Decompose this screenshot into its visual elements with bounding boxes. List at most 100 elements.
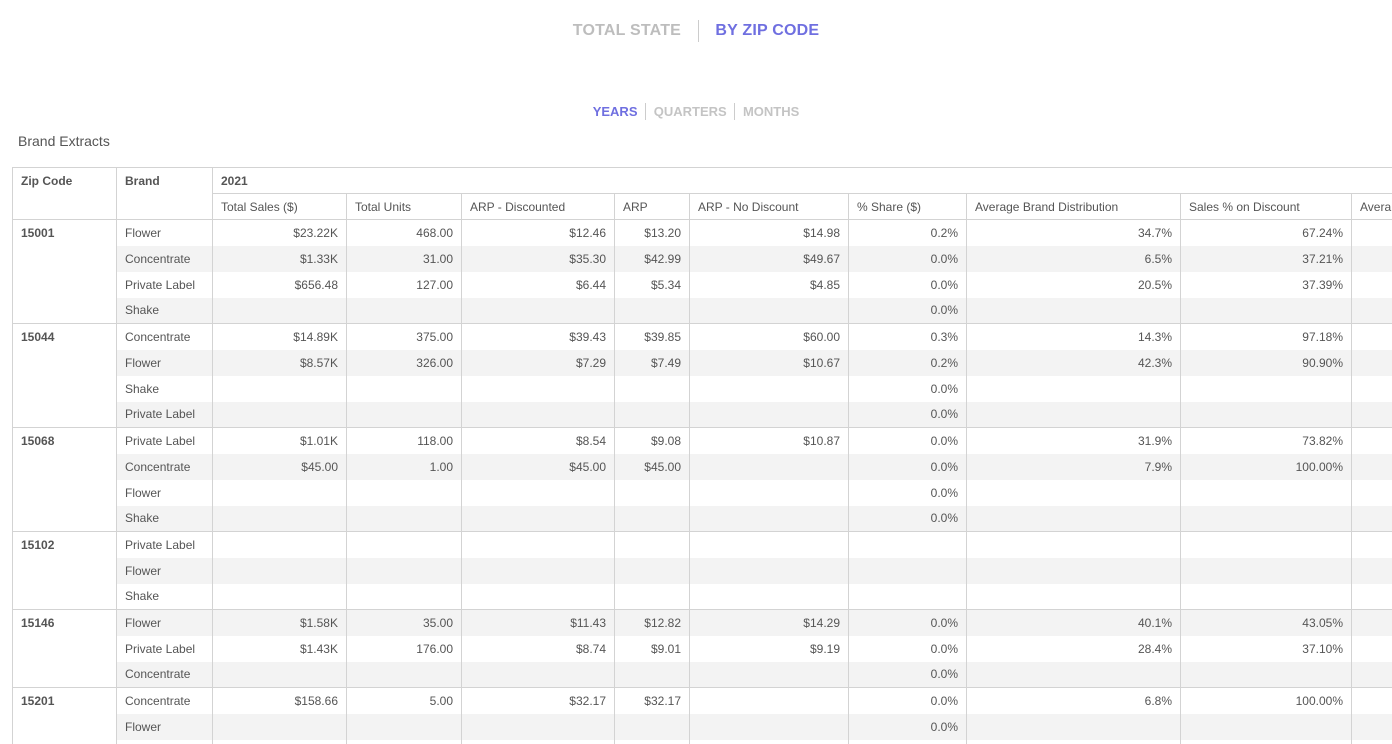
table-row[interactable]: Flower 0.0% <box>13 479 1392 506</box>
value-cell <box>689 687 849 714</box>
years-tab[interactable]: YEARS <box>592 104 638 120</box>
value-cell: 118.00 <box>346 427 462 454</box>
by-zip-code-tab[interactable]: BY ZIP CODE <box>715 22 820 39</box>
table-row[interactable]: Concentrate $1.33K 31.00 $35.30 $42.99 $49.67… <box>13 245 1392 272</box>
value-cell <box>212 297 347 324</box>
value-cell <box>614 297 690 324</box>
table-row[interactable]: Shake <box>13 583 1392 610</box>
column-header[interactable]: Sales % on Discount <box>1180 193 1352 220</box>
table-row[interactable]: Shake 0.0% <box>13 297 1392 324</box>
value-cell <box>212 713 347 740</box>
value-cell: $8.57K <box>212 349 347 376</box>
value-cell <box>614 583 690 610</box>
value-cell: 34.7% <box>966 219 1181 246</box>
table-row[interactable]: 15001 Flower $23.22K 468.00 $12.46 $13.20 $14.… <box>12 219 1392 324</box>
header-zip-code[interactable]: Zip Code <box>12 167 117 220</box>
value-cell <box>1350 401 1392 428</box>
table-row[interactable]: Shake 0.0% <box>13 505 1392 532</box>
value-cell: 97.18% <box>1180 323 1352 350</box>
value-cell: $4.85 <box>689 271 849 298</box>
table-row[interactable]: Private Label 0.0% <box>13 401 1392 428</box>
value-cell <box>346 479 462 506</box>
value-cell <box>1180 557 1352 584</box>
table-row[interactable] <box>13 739 1392 744</box>
months-tab[interactable]: MONTHS <box>742 104 800 120</box>
section-title: Brand Extracts <box>18 133 110 149</box>
value-cell <box>461 713 615 740</box>
table-row[interactable]: Shake 0.0% <box>13 375 1392 402</box>
column-header[interactable]: Avera <box>1350 193 1392 220</box>
header-year: 2021 <box>211 167 1392 194</box>
value-cell <box>1180 401 1352 428</box>
table-row[interactable]: Private Label $656.48 127.00 $6.44 $5.34 $4.8… <box>13 271 1392 298</box>
value-cell <box>614 661 690 688</box>
column-header[interactable]: Average Brand Distribution <box>966 193 1181 220</box>
table-row[interactable]: Flower 0.0% <box>13 713 1392 740</box>
zip-code-cell: 15068 <box>12 427 117 532</box>
value-cell <box>1350 245 1392 272</box>
total-state-tab[interactable]: TOTAL STATE <box>572 22 682 39</box>
value-cell: 0.0% <box>848 375 967 402</box>
header-row-columns: Total Sales ($) Total Units ARP - Discount… <box>13 193 1392 220</box>
value-cell <box>1180 297 1352 324</box>
table-row[interactable]: Concentrate $45.00 1.00 $45.00 $45.00 0.0% 7.9… <box>13 453 1392 480</box>
value-cell: $14.98 <box>689 219 849 246</box>
column-header[interactable]: ARP - Discounted <box>461 193 615 220</box>
table-row[interactable]: 15068 Private Label $1.01K 118.00 $8.54 $9.08… <box>12 427 1392 532</box>
period-toggle: YEARS QUARTERS MONTHS <box>0 103 1392 121</box>
value-cell <box>212 479 347 506</box>
table-row[interactable]: Flower <box>13 557 1392 584</box>
value-cell <box>346 531 462 558</box>
view-toggle-divider <box>697 20 699 42</box>
value-cell: 0.3% <box>848 323 967 350</box>
value-cell: 0.0% <box>848 297 967 324</box>
brand-cell: Private Label <box>116 531 213 558</box>
brand-cell: Private Label <box>116 427 213 454</box>
table-row[interactable]: 15146 Flower $1.58K 35.00 $11.43 $12.82 $14.29… <box>12 609 1392 688</box>
value-cell <box>461 661 615 688</box>
value-cell: 0.0% <box>848 245 967 272</box>
brand-cell: Flower <box>116 349 213 376</box>
table-row[interactable]: Flower $8.57K 326.00 $7.29 $7.49 $10.67 0.2% 42… <box>13 349 1392 376</box>
value-cell <box>1350 427 1392 454</box>
table-row[interactable]: 15044 Concentrate $14.89K 375.00 $39.43 $39.8… <box>12 323 1392 428</box>
value-cell <box>848 583 967 610</box>
value-cell: 35.00 <box>346 609 462 636</box>
data-table: Zip Code Brand 2021 Total Sales ($) Total… <box>12 167 1392 744</box>
value-cell <box>461 401 615 428</box>
brand-cell: Concentrate <box>116 661 213 688</box>
value-cell: 0.0% <box>848 427 967 454</box>
column-header[interactable]: % Share ($) <box>848 193 967 220</box>
value-cell: 468.00 <box>346 219 462 246</box>
column-header[interactable]: Total Units <box>346 193 462 220</box>
table-row[interactable]: 15201 Concentrate $158.66 5.00 $32.17 $32.17 0… <box>12 687 1392 744</box>
value-cell: 0.2% <box>848 219 967 246</box>
brand-cell: Flower <box>116 479 213 506</box>
value-cell: $45.00 <box>614 453 690 480</box>
table-row[interactable]: Private Label $1.43K 176.00 $8.74 $9.01 $9.19… <box>13 635 1392 662</box>
value-cell <box>1350 349 1392 376</box>
column-header[interactable]: ARP <box>614 193 690 220</box>
value-cell: $12.82 <box>614 609 690 636</box>
value-cell <box>346 557 462 584</box>
value-cell <box>614 557 690 584</box>
data-table-container[interactable]: Zip Code Brand 2021 Total Sales ($) Total… <box>12 167 1392 744</box>
value-cell: $9.01 <box>614 635 690 662</box>
value-cell: $14.29 <box>689 609 849 636</box>
brand-cell: Shake <box>116 505 213 532</box>
column-header[interactable]: ARP - No Discount <box>689 193 849 220</box>
value-cell <box>689 375 849 402</box>
value-cell <box>1350 557 1392 584</box>
table-row[interactable]: Concentrate 0.0% <box>13 661 1392 688</box>
value-cell <box>1180 375 1352 402</box>
value-cell <box>614 505 690 532</box>
column-header[interactable]: Total Sales ($) <box>212 193 347 220</box>
value-cell: $1.58K <box>212 609 347 636</box>
brand-cell: Concentrate <box>116 323 213 350</box>
value-cell: 0.0% <box>848 479 967 506</box>
value-cell: 0.0% <box>848 609 967 636</box>
header-brand[interactable]: Brand <box>116 167 213 220</box>
table-row[interactable]: 15102 Private Label <box>12 531 1392 610</box>
table-body: 15001 Flower $23.22K 468.00 $12.46 $13.20 $14.… <box>12 219 1392 744</box>
quarters-tab[interactable]: QUARTERS <box>653 104 727 120</box>
